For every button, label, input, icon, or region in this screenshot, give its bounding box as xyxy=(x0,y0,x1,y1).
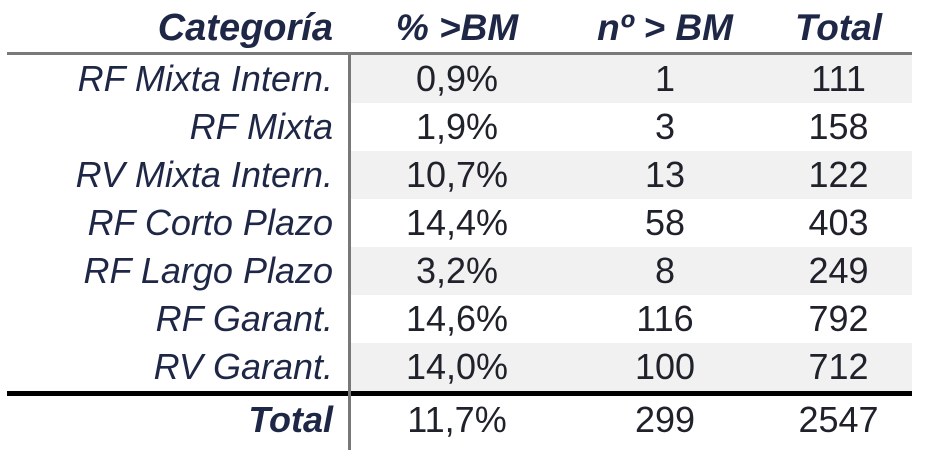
count-cell: 3 xyxy=(654,106,676,147)
category-cell: RV Mixta Intern. xyxy=(75,154,333,195)
pct-cell: 14,4% xyxy=(405,202,509,243)
total-cell: 403 xyxy=(808,202,869,243)
table-row: RF Corto Plazo 14,4% 58 403 xyxy=(0,199,926,247)
table-row: RV Mixta Intern. 10,7% 13 122 xyxy=(0,151,926,199)
category-cell: RF Mixta xyxy=(189,106,333,147)
header-rule-line xyxy=(7,52,912,55)
total-cell: 249 xyxy=(765,247,912,295)
count-total-cell: 299 xyxy=(634,399,696,440)
count-cell: 1 xyxy=(565,55,765,103)
count-cell: 100 xyxy=(565,343,765,391)
category-cell: RV Garant. xyxy=(153,346,333,387)
column-divider-line xyxy=(348,55,351,450)
table-row: RF Mixta 1,9% 3 158 xyxy=(0,103,926,151)
header-count-above-bm: nº > BM xyxy=(597,7,733,48)
table-row: RF Garant. 14,6% 116 792 xyxy=(0,295,926,343)
total-cell: 712 xyxy=(765,343,912,391)
total-cell: 122 xyxy=(765,151,912,199)
count-cell: 116 xyxy=(636,298,694,339)
pct-cell: 14,0% xyxy=(349,343,565,391)
category-cell: RF Garant. xyxy=(155,298,333,339)
total-rule-line xyxy=(7,391,912,396)
header-category: Categoría xyxy=(157,6,333,49)
total-label: Total xyxy=(248,399,333,440)
table-total-row: Total 11,7% 299 2547 xyxy=(0,396,926,444)
table-row: RV Garant. 14,0% 100 712 xyxy=(0,343,926,391)
table-header-row: Categoría % >BM nº > BM Total xyxy=(0,0,926,55)
grand-total-cell: 2547 xyxy=(798,399,879,440)
pct-cell: 10,7% xyxy=(349,151,565,199)
header-total: Total xyxy=(794,7,882,48)
total-cell: 792 xyxy=(808,298,869,339)
pct-cell: 14,6% xyxy=(405,298,509,339)
header-pct-above-bm: % >BM xyxy=(395,7,519,48)
category-cell: RF Largo Plazo xyxy=(83,250,333,291)
table-row: RF Mixta Intern. 0,9% 1 111 xyxy=(0,55,926,103)
total-cell: 111 xyxy=(765,55,912,103)
pct-cell: 1,9% xyxy=(415,106,499,147)
total-cell: 158 xyxy=(808,106,869,147)
count-cell: 58 xyxy=(644,202,686,243)
table-row: RF Largo Plazo 3,2% 8 249 xyxy=(0,247,926,295)
count-cell: 8 xyxy=(565,247,765,295)
pct-cell: 3,2% xyxy=(349,247,565,295)
category-cell: RF Mixta Intern. xyxy=(77,58,333,99)
count-cell: 13 xyxy=(565,151,765,199)
category-cell: RF Corto Plazo xyxy=(87,202,333,243)
pct-total-cell: 11,7% xyxy=(407,399,507,440)
pct-cell: 0,9% xyxy=(349,55,565,103)
